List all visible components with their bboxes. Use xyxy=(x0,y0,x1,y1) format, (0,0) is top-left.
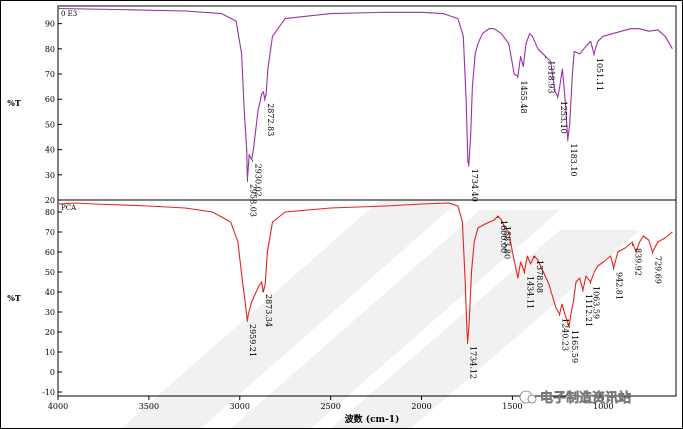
peak-label: 942.81 xyxy=(615,272,624,300)
y-tick-label: 80 xyxy=(45,45,55,54)
peak-label: 1734.12 xyxy=(469,346,478,379)
peak-label: 2930.02 xyxy=(253,164,262,197)
spectrum-line xyxy=(57,202,673,343)
peak-label: 2872.83 xyxy=(266,103,275,136)
watermark-stripes xyxy=(120,200,640,429)
peak-label: 1240.23 xyxy=(561,318,570,351)
sample-label: 0 E3 xyxy=(61,10,77,18)
y-tick-label: 20 xyxy=(45,328,55,337)
y-tick-label: 20 xyxy=(45,196,55,205)
peak-label: 1600.00 xyxy=(499,220,508,253)
peak-label: 2959.21 xyxy=(248,324,257,357)
y-tick-label: 30 xyxy=(45,308,55,317)
x-axis-label: 波数 (cm-1) xyxy=(345,413,400,425)
peak-label: 1063.59 xyxy=(592,286,601,319)
y-tick-label: 30 xyxy=(45,171,55,180)
x-tick-label: 4000 xyxy=(48,402,68,411)
y-tick-label: 50 xyxy=(45,120,55,129)
peak-label: 1318.93 xyxy=(546,60,555,93)
wechat-icon-bubble xyxy=(527,394,537,404)
y-tick-label: 70 xyxy=(45,228,55,237)
x-tick-label: 2000 xyxy=(411,402,431,411)
y-tick-label: 90 xyxy=(45,20,55,29)
watermark: 电子制造资讯站 xyxy=(519,390,631,406)
x-tick-label: 1000 xyxy=(593,402,613,411)
y-tick-label: 40 xyxy=(45,288,55,297)
peak-label: 2958.03 xyxy=(248,184,257,217)
y-tick-label: 40 xyxy=(45,146,55,155)
watermark-text: 电子制造资讯站 xyxy=(540,390,631,406)
peak-label: 1253.10 xyxy=(559,101,568,134)
spectrum-line xyxy=(57,7,673,181)
x-axis: 4000 3500 3000 2500 2000 1500 1000 xyxy=(48,396,613,411)
y-tick-label: 0 xyxy=(50,368,55,377)
peak-label: 1378.08 xyxy=(535,260,544,293)
peak-label: 2873.34 xyxy=(264,294,273,327)
y-axis-label: %T xyxy=(7,98,21,108)
y-tick-label: -10 xyxy=(42,388,55,397)
y-tick-label: 80 xyxy=(45,208,55,217)
y-tick-label: 70 xyxy=(45,70,55,79)
peak-label: 1183.10 xyxy=(569,144,578,177)
sample-label: PCA xyxy=(61,204,77,212)
y-tick-label: 60 xyxy=(45,95,55,104)
x-tick-label: 3500 xyxy=(139,402,159,411)
peak-label: 1455.48 xyxy=(519,81,528,114)
y-axis-label: %T xyxy=(7,293,21,303)
y-tick-label: 60 xyxy=(45,248,55,257)
peak-label: 1734.40 xyxy=(470,169,479,202)
peak-label: 1165.59 xyxy=(570,330,579,363)
panel-bottom: 80 70 60 50 40 30 20 10 0 -10 %T PCA 2959.21 2873.34 1… xyxy=(7,202,673,397)
x-tick-label: 3000 xyxy=(230,402,250,411)
y-tick-label: 50 xyxy=(45,268,55,277)
y-tick-label: 10 xyxy=(45,348,55,357)
peak-label: 1583.80 xyxy=(503,226,512,259)
peak-label: 729.69 xyxy=(654,256,663,284)
peak-label: 839.92 xyxy=(633,248,642,276)
plot-area xyxy=(57,5,677,397)
peak-label: 1434.11 xyxy=(525,276,534,309)
peak-label: 1112.21 xyxy=(584,294,593,327)
x-tick-label: 1500 xyxy=(502,402,522,411)
x-tick-label: 2500 xyxy=(320,402,340,411)
peak-label: 1051.11 xyxy=(595,58,604,91)
